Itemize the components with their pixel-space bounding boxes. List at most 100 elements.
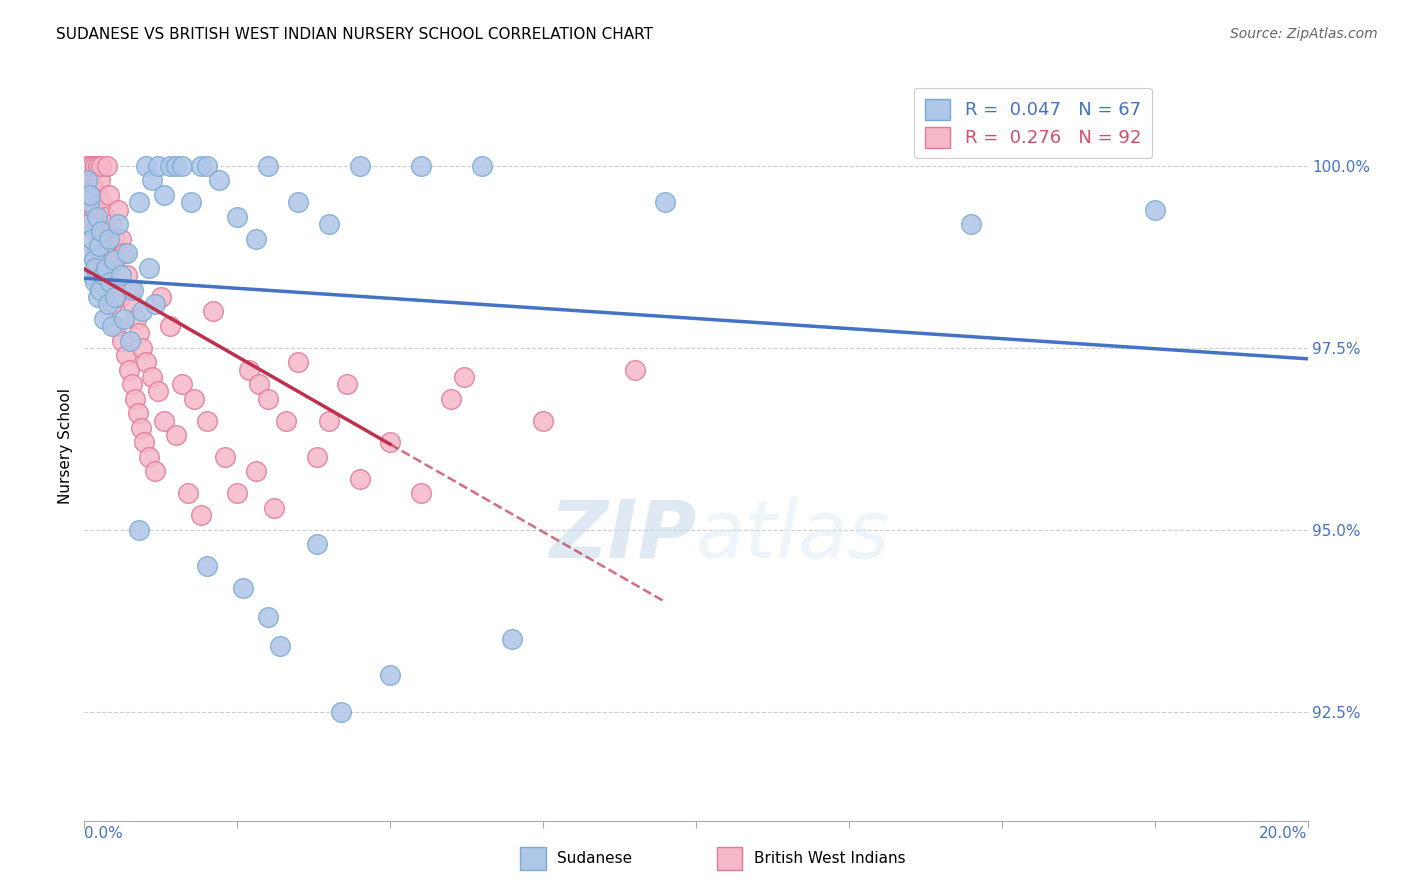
Point [87, 239, 110, 253]
Point [349, 159, 371, 173]
Point [453, 370, 475, 384]
Text: 20.0%: 20.0% [1260, 827, 1308, 841]
Point [76, 159, 98, 173]
Point [165, 159, 187, 173]
Text: SUDANESE VS BRITISH WEST INDIAN NURSERY SCHOOL CORRELATION CHART: SUDANESE VS BRITISH WEST INDIAN NURSERY … [56, 27, 654, 42]
Point [107, 217, 129, 231]
Point [80, 188, 103, 202]
Point [122, 283, 145, 297]
Point [86, 210, 108, 224]
Point [149, 290, 172, 304]
Point [128, 195, 150, 210]
Point [257, 392, 280, 406]
Point [82, 232, 104, 246]
Point [82, 159, 104, 173]
Point [153, 188, 176, 202]
Point [110, 232, 132, 246]
Point [91, 224, 114, 238]
Point [96, 159, 118, 173]
Point [83, 253, 105, 268]
Point [87, 217, 110, 231]
Point [654, 195, 676, 210]
Point [105, 318, 128, 333]
Point [141, 173, 163, 187]
Point [115, 246, 138, 260]
Point [159, 318, 181, 333]
Point [112, 311, 135, 326]
Point [135, 159, 157, 173]
Point [77, 159, 100, 173]
Point [471, 159, 494, 173]
Point [127, 406, 149, 420]
Point [318, 413, 340, 427]
Point [440, 392, 463, 406]
Point [77, 195, 100, 210]
Point [287, 355, 309, 369]
Y-axis label: Nursery School: Nursery School [58, 388, 73, 504]
Point [101, 297, 124, 311]
Point [94, 260, 117, 275]
Point [1143, 202, 1166, 217]
Text: ZIP: ZIP [548, 497, 696, 575]
Point [159, 159, 181, 173]
Point [269, 639, 291, 653]
Point [84, 202, 107, 217]
Point [83, 180, 105, 194]
Point [138, 260, 160, 275]
Point [195, 413, 218, 427]
Point [146, 159, 169, 173]
Point [83, 224, 105, 238]
Point [201, 304, 224, 318]
Point [141, 370, 163, 384]
Point [111, 334, 134, 348]
Point [502, 632, 524, 646]
Point [305, 450, 328, 464]
Point [87, 159, 110, 173]
Point [531, 413, 554, 427]
Point [128, 326, 150, 341]
Point [172, 377, 194, 392]
Point [165, 428, 187, 442]
Point [90, 159, 112, 173]
Point [91, 195, 114, 210]
Point [195, 559, 218, 574]
Point [77, 217, 100, 231]
Point [120, 334, 142, 348]
Point [121, 377, 143, 392]
Point [94, 239, 117, 253]
Point [180, 195, 202, 210]
Point [87, 260, 110, 275]
Point [93, 210, 115, 224]
Text: atlas: atlas [696, 497, 891, 575]
Point [98, 268, 121, 282]
Point [380, 668, 402, 682]
Point [960, 217, 983, 231]
Point [108, 290, 131, 304]
Point [112, 246, 135, 260]
Point [177, 486, 200, 500]
Point [103, 232, 125, 246]
Text: Source: ZipAtlas.com: Source: ZipAtlas.com [1230, 27, 1378, 41]
Point [214, 450, 236, 464]
Point [183, 392, 205, 406]
Point [90, 276, 112, 290]
Point [409, 486, 432, 500]
Point [257, 610, 280, 624]
Point [190, 508, 212, 522]
Text: 0.0%: 0.0% [84, 827, 124, 841]
Point [97, 283, 120, 297]
Text: Sudanese: Sudanese [557, 851, 631, 866]
Point [103, 253, 125, 268]
Point [82, 210, 104, 224]
Point [131, 304, 153, 318]
Point [100, 217, 122, 231]
Point [305, 537, 328, 551]
Point [128, 523, 150, 537]
Point [247, 377, 270, 392]
Point [79, 188, 101, 202]
Point [245, 232, 267, 246]
Point [349, 472, 371, 486]
Point [91, 268, 114, 282]
Point [83, 276, 105, 290]
Point [138, 450, 160, 464]
